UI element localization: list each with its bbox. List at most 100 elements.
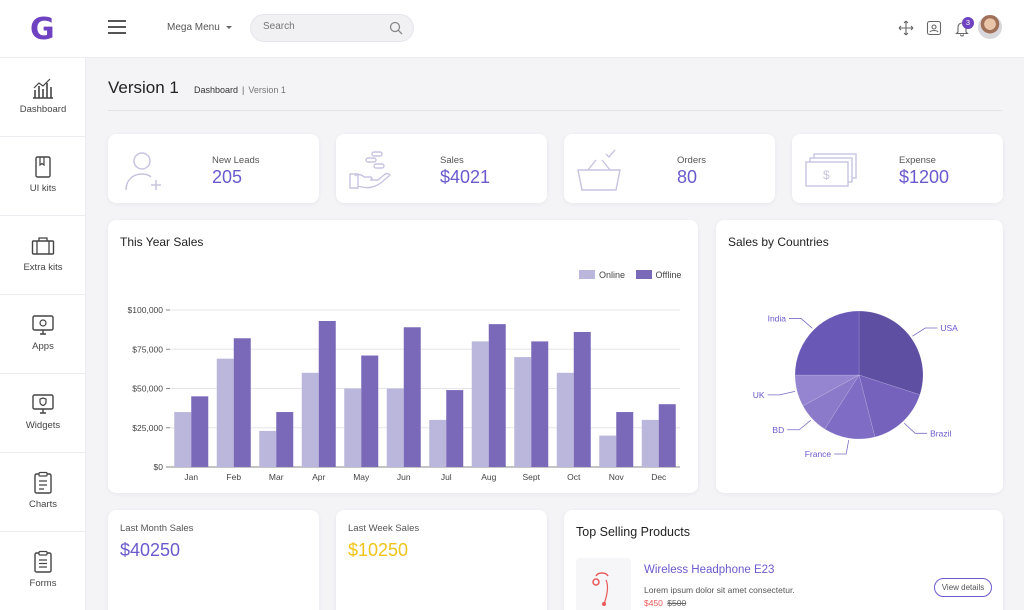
search-input[interactable] <box>263 21 383 32</box>
caret-down-icon <box>225 25 232 29</box>
pie-leader-line <box>903 422 928 434</box>
monitor-icon <box>32 315 54 335</box>
y-tick-label: $25,000 <box>132 423 163 433</box>
sidebar-item-ui-kits[interactable]: UI kits <box>0 137 86 216</box>
summary-value: $10250 <box>348 540 409 560</box>
bar-online-mar <box>259 430 277 467</box>
pie-leader-line <box>787 419 812 431</box>
breadcrumb-link[interactable]: Dashboard <box>194 85 239 95</box>
legend-swatch-online <box>579 270 595 279</box>
sidebar-item-label: Forms <box>29 578 57 589</box>
summary-label: Last Month Sales <box>120 523 194 534</box>
stat-label: New Leads <box>212 155 260 166</box>
view-details-button[interactable]: View details <box>934 578 992 597</box>
svg-text:$: $ <box>823 168 830 182</box>
bar-online-nov <box>599 435 617 467</box>
y-tick-label: $75,000 <box>132 344 163 354</box>
sales-chart-card: This Year Sales Online Offline $0 $25,000… <box>108 220 698 493</box>
bar-online-may <box>344 388 362 467</box>
bar-offline-jan <box>191 396 209 467</box>
x-tick-label: Aug <box>481 472 496 482</box>
breadcrumb: Dashboard | Version 1 <box>194 85 286 95</box>
headphone-icon <box>592 572 609 606</box>
bar-offline-may <box>361 355 379 467</box>
bar-offline-apr <box>318 320 336 467</box>
sidebar-item-extra-kits[interactable]: Extra kits <box>0 216 86 295</box>
y-tick-label: $100,000 <box>128 305 164 315</box>
x-tick-label: Jan <box>184 472 198 482</box>
menu-toggle-icon[interactable] <box>108 20 126 34</box>
bar-offline-feb <box>233 338 251 467</box>
legend-swatch-offline <box>635 270 652 279</box>
sidebar-item-label: UI kits <box>29 183 57 194</box>
brand-logo[interactable]: G <box>30 12 55 47</box>
bar-offline-dec <box>658 404 676 467</box>
sidebar-item-dashboard[interactable]: Dashboard <box>0 58 86 137</box>
search-icon[interactable] <box>389 21 403 35</box>
stat-label: Expense <box>899 155 936 166</box>
summary-value: $40250 <box>120 540 181 560</box>
chart-legend: Online Offline <box>579 270 681 280</box>
pie-label: Brazil <box>930 428 951 438</box>
top-header: G Mega Menu 3 <box>0 0 1024 58</box>
book-icon <box>35 156 51 178</box>
pie-slice-uk <box>794 374 860 407</box>
bar-online-feb <box>216 358 234 467</box>
x-tick-label: May <box>353 472 370 482</box>
sidebar-item-forms[interactable]: Forms <box>0 532 86 610</box>
pie-leader-line <box>767 391 796 396</box>
stat-value: 80 <box>677 167 698 187</box>
bar-offline-jun <box>403 327 421 467</box>
sidebar-item-label: Dashboard <box>19 104 67 115</box>
user-add-icon <box>125 152 161 191</box>
bar-online-apr <box>301 372 319 467</box>
sidebar: Dashboard UI kits Extra kits Apps Widget… <box>0 58 86 610</box>
stat-value: 205 <box>212 167 243 187</box>
card-title: Top Selling Products <box>576 525 690 539</box>
page-title: Version 1 <box>108 78 179 97</box>
fullscreen-move-icon[interactable] <box>897 19 915 37</box>
divider <box>108 110 1002 111</box>
product-price-row: $450 $500 <box>644 598 686 608</box>
bar-chart-icon <box>33 78 53 99</box>
pie-leader-line <box>834 440 850 455</box>
bar-offline-sept <box>531 341 549 467</box>
y-tick-label: $0 <box>154 462 164 472</box>
x-tick-label: Sept <box>523 472 541 482</box>
sidebar-item-apps[interactable]: Apps <box>0 295 86 374</box>
card-title: Sales by Countries <box>728 235 829 249</box>
bar-online-dec <box>641 419 659 467</box>
bar-offline-jul <box>446 390 464 467</box>
pie-label: India <box>768 313 787 323</box>
product-name[interactable]: Wireless Headphone E23 <box>644 564 775 576</box>
stat-value: $1200 <box>899 167 950 187</box>
product-old-price: $500 <box>667 598 687 608</box>
bar-online-jun <box>386 388 404 467</box>
legend-label-online[interactable]: Online <box>599 270 626 280</box>
pie-chart: USA Brazil France BD UK India <box>753 310 958 459</box>
pie-leader-line <box>912 327 938 337</box>
screenshot-icon[interactable] <box>925 19 943 37</box>
x-tick-label: Jun <box>397 472 411 482</box>
clipboard-list-icon <box>34 550 52 573</box>
bar-chart: $0 $25,000 $50,000 $75,000 $100,000 Jan Feb Mar… <box>128 305 680 482</box>
search-box <box>250 14 414 42</box>
stat-label: Orders <box>677 155 707 166</box>
legend-label-offline[interactable]: Offline <box>655 270 682 280</box>
sidebar-item-label: Charts <box>29 499 57 510</box>
product-price: $450 <box>644 598 663 608</box>
bar-online-oct <box>556 372 574 467</box>
bar-online-jul <box>429 419 447 467</box>
pie-slice-india <box>794 310 860 376</box>
mega-menu-dropdown[interactable]: Mega Menu <box>167 22 232 33</box>
stat-card-sales: Sales $4021 <box>336 134 547 203</box>
bar-offline-mar <box>276 412 294 467</box>
hand-coins-icon <box>349 151 392 189</box>
sidebar-item-charts[interactable]: Charts <box>0 453 86 532</box>
bar-online-jan <box>174 412 192 467</box>
sidebar-item-widgets[interactable]: Widgets <box>0 374 86 453</box>
product-description: Lorem ipsum dolor sit amet consectetur. <box>644 585 795 595</box>
product-thumbnail[interactable] <box>576 558 631 610</box>
bar-offline-oct <box>573 331 591 467</box>
user-avatar[interactable] <box>978 15 1002 39</box>
